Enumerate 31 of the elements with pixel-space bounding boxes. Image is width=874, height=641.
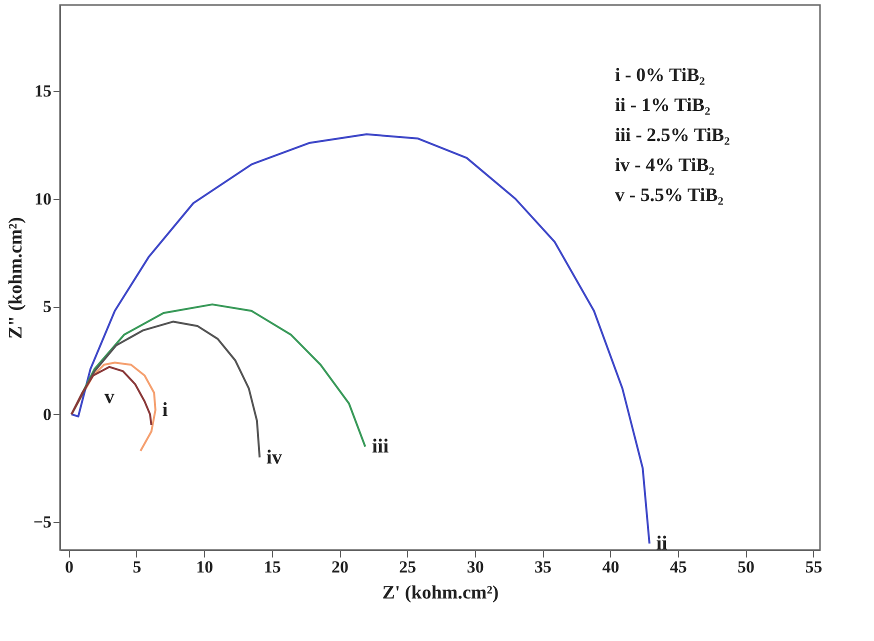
x-tick-label: 25 (399, 558, 416, 576)
series-label: i (162, 398, 168, 421)
annotation: i - 0% TiB₂ (615, 65, 706, 86)
x-tick-label: 55 (805, 558, 822, 576)
x-tick-label: 10 (196, 558, 214, 576)
series-label: ii (656, 532, 668, 555)
x-tick-label: 45 (670, 558, 687, 576)
annotation: v - 5.5% TiB₂ (615, 185, 724, 206)
y-tick-label: −5 (33, 512, 52, 532)
x-tick-label: 0 (65, 558, 74, 576)
x-tick-label: 40 (602, 558, 620, 576)
y-tick-label: 15 (34, 82, 52, 101)
series-label: v (104, 386, 114, 408)
y-tick-label: 0 (43, 404, 52, 424)
x-tick-label: 20 (332, 558, 348, 576)
x-tick-label: 35 (534, 558, 552, 576)
x-tick-label: 30 (466, 558, 484, 576)
y-tick-label: 10 (34, 189, 52, 208)
y-tick-label: 5 (43, 297, 52, 316)
series-label: iv (266, 446, 282, 468)
x-tick-label: 15 (264, 558, 281, 576)
annotation: iv - 4% TiB₂ (615, 155, 715, 176)
x-axis-title: Z' (kohm.cm²) (382, 582, 499, 604)
annotation: iii - 2.5% TiB₂ (615, 125, 730, 146)
line-series (70, 366, 152, 426)
line-series (70, 362, 156, 452)
annotation: ii - 1% TiB₂ (615, 95, 711, 116)
series-label: iii (372, 436, 390, 458)
x-tick-label: 50 (738, 558, 755, 576)
y-axis-title: Z" (kohm.cm²) (5, 217, 26, 339)
x-tick-label: 5 (132, 558, 142, 576)
